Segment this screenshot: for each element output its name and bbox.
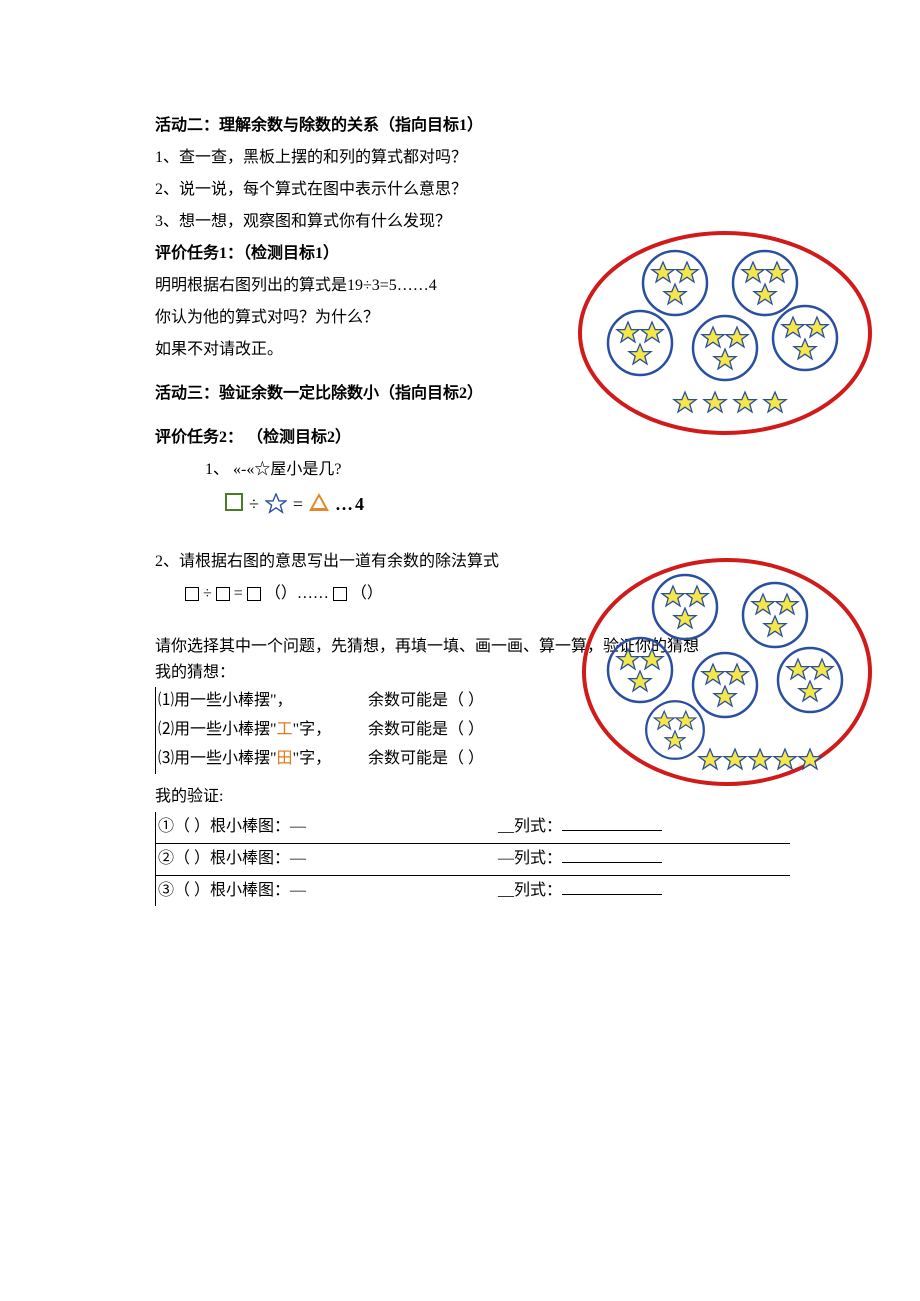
guess-2a: ⑵用一些小棒摆"工"字，	[158, 716, 368, 745]
verify-1b-label: __列式：	[498, 818, 562, 835]
verify-2b-label: —列式：	[498, 850, 562, 867]
guess-3a-pre: ⑶用一些小棒摆"	[158, 750, 277, 767]
square-icon	[185, 587, 199, 601]
activity2-q2: 2、说一说，每个算式在图中表示什么意思？	[155, 174, 790, 206]
verify-3a: ③（ ）根小棒图：—	[158, 877, 498, 906]
blank-line	[562, 815, 662, 831]
verify-2a: ②（ ）根小棒图：—	[158, 845, 498, 874]
stars-diagram-1	[575, 228, 875, 438]
guess-3a-post: "字，	[293, 750, 332, 767]
fill-div: ÷	[203, 578, 212, 610]
square-icon	[216, 587, 230, 601]
verify-2b: —列式：	[498, 845, 778, 874]
square-icon	[333, 587, 347, 601]
blank-line	[562, 847, 662, 863]
fill-eq: =	[234, 578, 243, 610]
activity2-title: 活动二：理解余数与除数的关系（指向目标1）	[155, 110, 790, 142]
eq-div: ÷	[249, 486, 259, 522]
guess-3a: ⑶用一些小棒摆"田"字，	[158, 745, 368, 774]
verify-1a: ①（ ）根小棒图：—	[158, 813, 498, 842]
stars-diagram-2	[580, 555, 875, 790]
guess-2a-pre: ⑵用一些小棒摆"	[158, 721, 277, 738]
square-icon	[225, 493, 243, 511]
eq-eq: =	[293, 486, 303, 522]
guess-1a: ⑴用一些小棒摆"，	[158, 687, 368, 716]
activity2-q1: 1、查一查，黑板上摆的和列的算式都对吗？	[155, 142, 790, 174]
fill-paren2: （）	[351, 578, 383, 610]
triangle-icon	[309, 493, 329, 515]
verify-3b-label: __列式：	[498, 882, 562, 899]
task2-q1: 1、 «-«☆屋小是几?	[155, 454, 790, 486]
verify-row-2: ②（ ）根小棒图：— —列式：	[155, 844, 790, 876]
star-icon	[265, 493, 287, 515]
square-icon	[247, 587, 261, 601]
verify-row-1: ①（ ）根小棒图：— __列式：	[155, 812, 790, 844]
guess-3a-ch: 田	[277, 750, 293, 767]
eq-dots: …4	[335, 486, 366, 522]
verify-table: ①（ ）根小棒图：— __列式： ②（ ）根小棒图：— —列式： ③（ ）根小棒…	[155, 812, 790, 906]
blank-line	[562, 879, 662, 895]
verify-row-3: ③（ ）根小棒图：— __列式：	[155, 876, 790, 907]
equation-shapes: ÷ = …4	[155, 486, 790, 522]
fill-paren1: （）……	[265, 578, 329, 610]
page: 活动二：理解余数与除数的关系（指向目标1） 1、查一查，黑板上摆的和列的算式都对…	[0, 0, 920, 966]
verify-1b: __列式：	[498, 813, 778, 842]
verify-3b: __列式：	[498, 877, 778, 906]
guess-2a-post: "字，	[293, 721, 332, 738]
guess-2a-ch: 工	[277, 721, 293, 738]
